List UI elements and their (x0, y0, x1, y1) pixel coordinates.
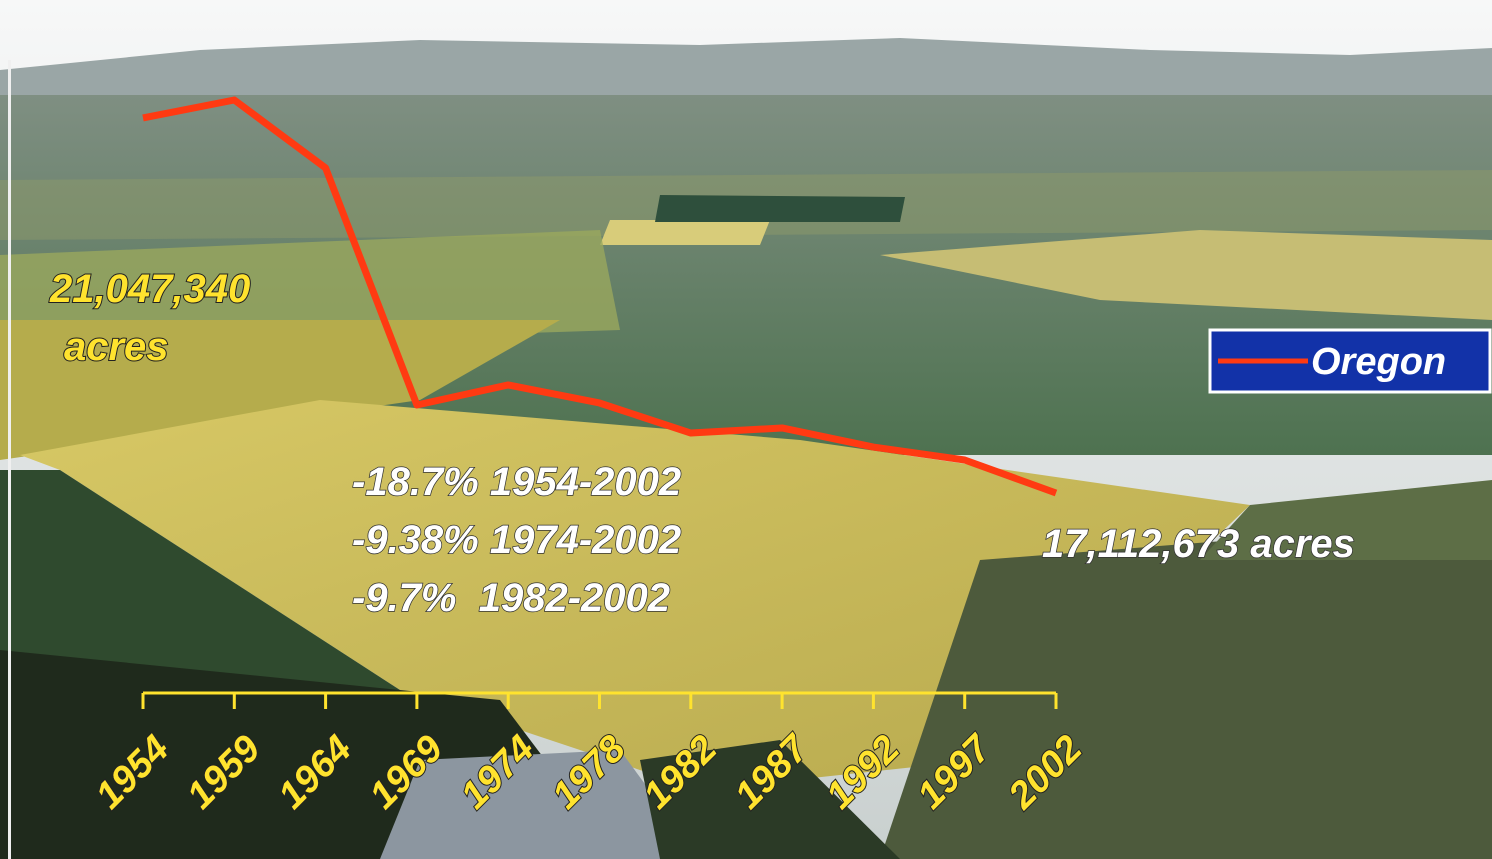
annotation: acres (64, 325, 169, 369)
chart: 21,047,340 acres 17,112,673 acres -18.7%… (0, 0, 1492, 859)
legend-label: Oregon (1311, 341, 1446, 383)
annotation: 21,047,340 (49, 267, 250, 311)
annotation: -9.38% 1974-2002 (352, 518, 681, 562)
annotation: -9.7% 1982-2002 (352, 576, 670, 620)
annotation: -18.7% 1954-2002 (352, 460, 681, 504)
legend: Oregon (1210, 330, 1490, 392)
annotation: 17,112,673 acres (1042, 522, 1355, 566)
